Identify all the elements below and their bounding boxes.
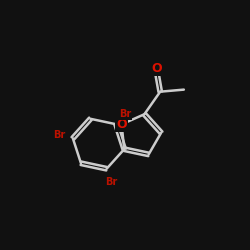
Text: Br: Br <box>53 130 66 140</box>
Text: O: O <box>151 62 162 75</box>
Text: Br: Br <box>119 109 132 119</box>
Text: Br: Br <box>105 177 117 187</box>
Text: O: O <box>116 118 127 131</box>
